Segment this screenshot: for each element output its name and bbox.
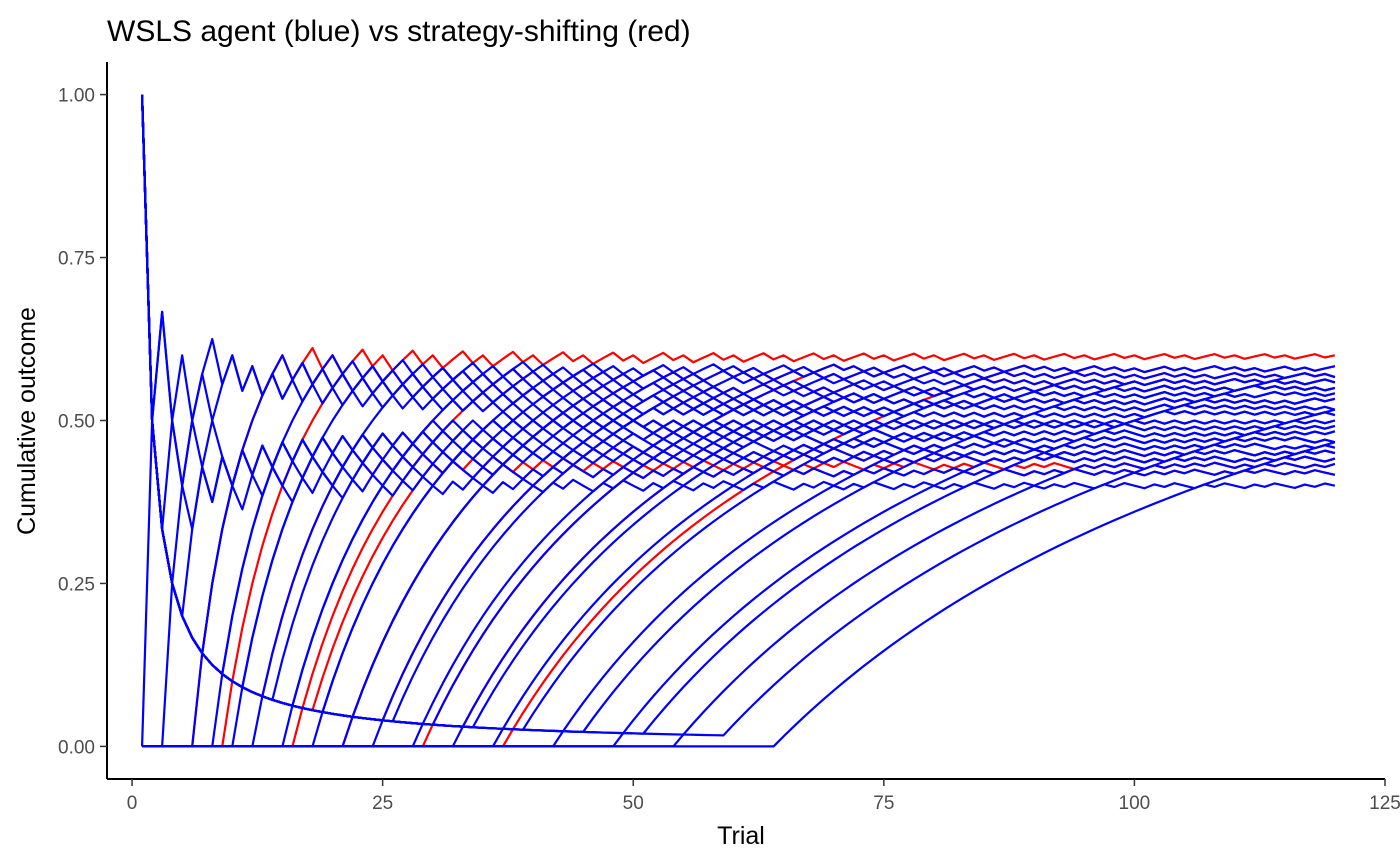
wsls-line-10 [140, 94, 1336, 531]
y-axis-ticks: 0.00 0.25 0.50 0.75 1.00 [58, 86, 107, 758]
x-tick-label: 25 [372, 793, 393, 814]
y-tick-label: 1.00 [58, 86, 95, 107]
wsls-line-26 [140, 94, 1336, 714]
wsls-line-15 [142, 367, 1336, 748]
x-tick-label: 100 [1119, 793, 1151, 814]
wsls-line-42 [140, 94, 1336, 737]
y-tick-label: 0.50 [58, 412, 95, 433]
wsls-line-18 [140, 94, 1336, 676]
y-tick-label: 0.25 [58, 574, 95, 595]
x-tick-label: 125 [1369, 793, 1400, 814]
y-tick-label: 0.00 [58, 737, 95, 758]
x-axis-ticks: 0 25 50 75 100 125 [127, 779, 1400, 814]
wsls-line-39 [142, 454, 1336, 748]
wsls-line-11 [140, 310, 1336, 747]
x-tick-label: 0 [127, 793, 138, 814]
wsls-line-32 [140, 94, 1336, 726]
wsls-line-40 [140, 94, 1336, 735]
axes: 0 25 50 75 100 125 0.00 0.25 0.50 0.75 1.00 [58, 62, 1400, 814]
strategy-shifting-line-5 [142, 394, 1336, 748]
y-tick-label: 0.75 [58, 249, 95, 270]
strategy-shifting-line-3 [142, 381, 1336, 748]
wsls-line-43 [142, 441, 1336, 748]
x-tick-label: 50 [623, 793, 644, 814]
x-tick-label: 75 [873, 793, 894, 814]
y-axis-label: Cumulative outcome [13, 307, 41, 535]
x-axis-label: Trial [717, 822, 765, 850]
series-layer [140, 94, 1336, 748]
chart-title: WSLS agent (blue) vs strategy-shifting (… [107, 15, 691, 48]
